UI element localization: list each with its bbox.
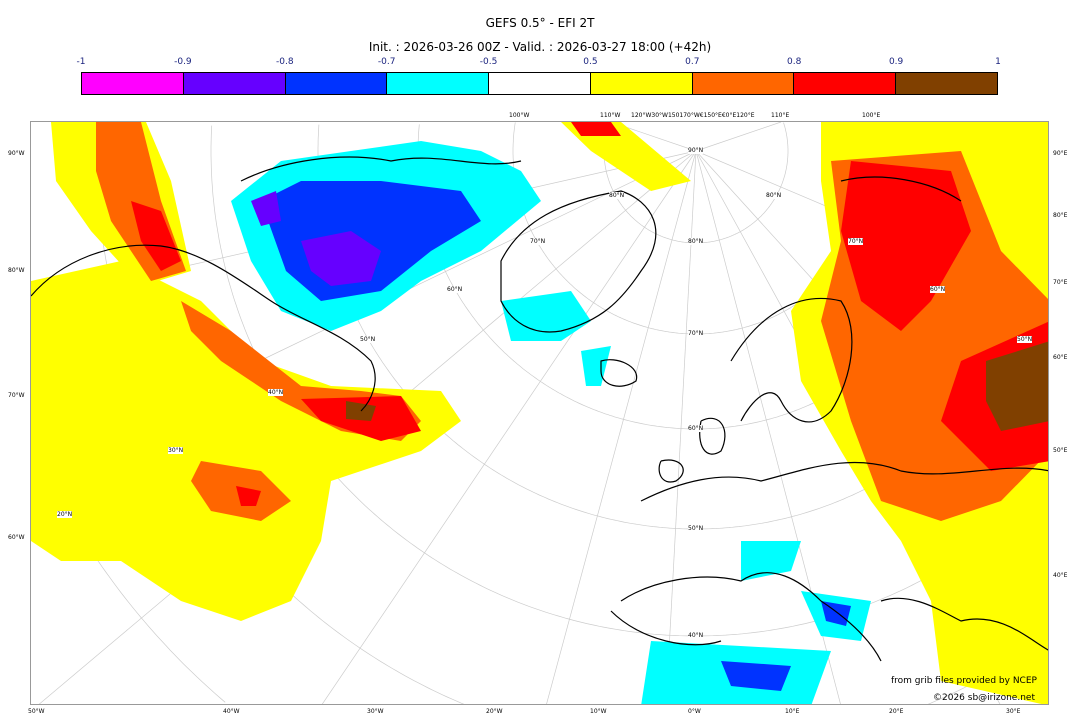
colorbar-segment bbox=[489, 73, 591, 94]
right-label: 50°E bbox=[1053, 447, 1068, 454]
bottom-label: 20°E bbox=[889, 708, 904, 715]
colorbar-segment bbox=[183, 73, 286, 94]
bottom-label: 30°E bbox=[1006, 708, 1021, 715]
colorbar-tick: -0.9 bbox=[174, 57, 192, 67]
right-label: 70°E bbox=[1053, 279, 1068, 286]
lat-left-label: 70°N bbox=[530, 238, 546, 245]
bottom-label: 10°E bbox=[785, 708, 800, 715]
lat-left-label: 60°N bbox=[447, 286, 463, 293]
top-label: 110°W bbox=[600, 112, 621, 119]
lat-left-label: 40°N bbox=[268, 389, 284, 396]
top-label: 100°E bbox=[862, 112, 881, 119]
colorbar-segment bbox=[590, 73, 693, 94]
top-label: 110°E bbox=[771, 112, 790, 119]
bottom-label: 0°W bbox=[688, 708, 701, 715]
left-label: 80°W bbox=[8, 267, 25, 274]
lat-right-label: 50°N bbox=[1017, 336, 1033, 343]
latitude-circle bbox=[783, 122, 789, 151]
lat-right-label: 70°N bbox=[848, 238, 864, 245]
colorbar-tick: 0.5 bbox=[583, 57, 598, 67]
lat-center-label: 40°N bbox=[688, 632, 704, 639]
latitude-circle bbox=[210, 125, 1048, 637]
efi-field bbox=[31, 122, 1048, 704]
lat-left-label: 30°N bbox=[168, 447, 184, 454]
colorbar-tick: -0.7 bbox=[377, 57, 396, 67]
colorbar-segment bbox=[82, 73, 184, 94]
lat-right-label: 60°N bbox=[930, 286, 946, 293]
map-title: GEFS 0.5° - EFI 2T bbox=[485, 16, 595, 30]
colorbar-segment bbox=[285, 73, 388, 94]
latitude-circle bbox=[603, 122, 789, 244]
coastlines bbox=[31, 156, 1048, 662]
colorbar-tick: 0.7 bbox=[685, 57, 700, 67]
left-label: 60°W bbox=[8, 534, 25, 541]
lat-left-label: 20°N bbox=[57, 511, 73, 518]
right-label: 90°E bbox=[1053, 150, 1068, 157]
top-label: 100°W bbox=[509, 112, 530, 119]
colorbar-segment bbox=[692, 73, 795, 94]
bottom-label: 20°W bbox=[486, 708, 503, 715]
colorbar-tick: -1 bbox=[76, 57, 86, 67]
colorbar-tick: -0.5 bbox=[479, 57, 498, 67]
lat-center-label: 90°N bbox=[688, 147, 704, 154]
right-label: 40°E bbox=[1053, 572, 1068, 579]
right-label: 60°E bbox=[1053, 354, 1068, 361]
lat-center-label: 70°N bbox=[688, 330, 704, 337]
copyright: ©2026 sb@irizone.net bbox=[933, 693, 1035, 703]
colorbar-tick: -0.8 bbox=[275, 57, 294, 67]
top-label: 120°W30°W150170°W€150°E€0°E120°E bbox=[631, 112, 755, 119]
lat-center-label: 50°N bbox=[688, 525, 704, 532]
right-label: 80°E bbox=[1053, 212, 1068, 219]
bottom-label: 10°W bbox=[590, 708, 607, 715]
colorbar-tick: 0.9 bbox=[888, 57, 904, 67]
colorbar-segment bbox=[794, 73, 897, 94]
lat-center-label: 80°N bbox=[688, 238, 704, 245]
map-subtitle: Init. : 2026-03-26 00Z - Valid. : 2026-0… bbox=[368, 40, 712, 54]
source-credit: from grib files provided by NCEP bbox=[891, 676, 1037, 686]
efi-map bbox=[30, 121, 1049, 705]
map-canvas bbox=[31, 122, 1048, 704]
colorbar bbox=[81, 72, 998, 95]
lat-right-label: 80°N bbox=[766, 192, 782, 199]
colorbar-segment bbox=[896, 73, 998, 94]
colorbar-tick: 0.8 bbox=[787, 57, 802, 67]
bottom-label: 30°W bbox=[367, 708, 384, 715]
colorbar-segment bbox=[387, 73, 490, 94]
left-label: 90°W bbox=[8, 150, 25, 157]
left-label: 70°W bbox=[8, 392, 25, 399]
bottom-label: 40°W bbox=[223, 708, 240, 715]
lat-left-label: 80°N bbox=[609, 192, 625, 199]
lat-left-label: 50°N bbox=[360, 336, 376, 343]
lat-center-label: 60°N bbox=[688, 425, 704, 432]
colorbar-tick: 1 bbox=[995, 57, 1001, 67]
bottom-label: 50°W bbox=[28, 708, 45, 715]
